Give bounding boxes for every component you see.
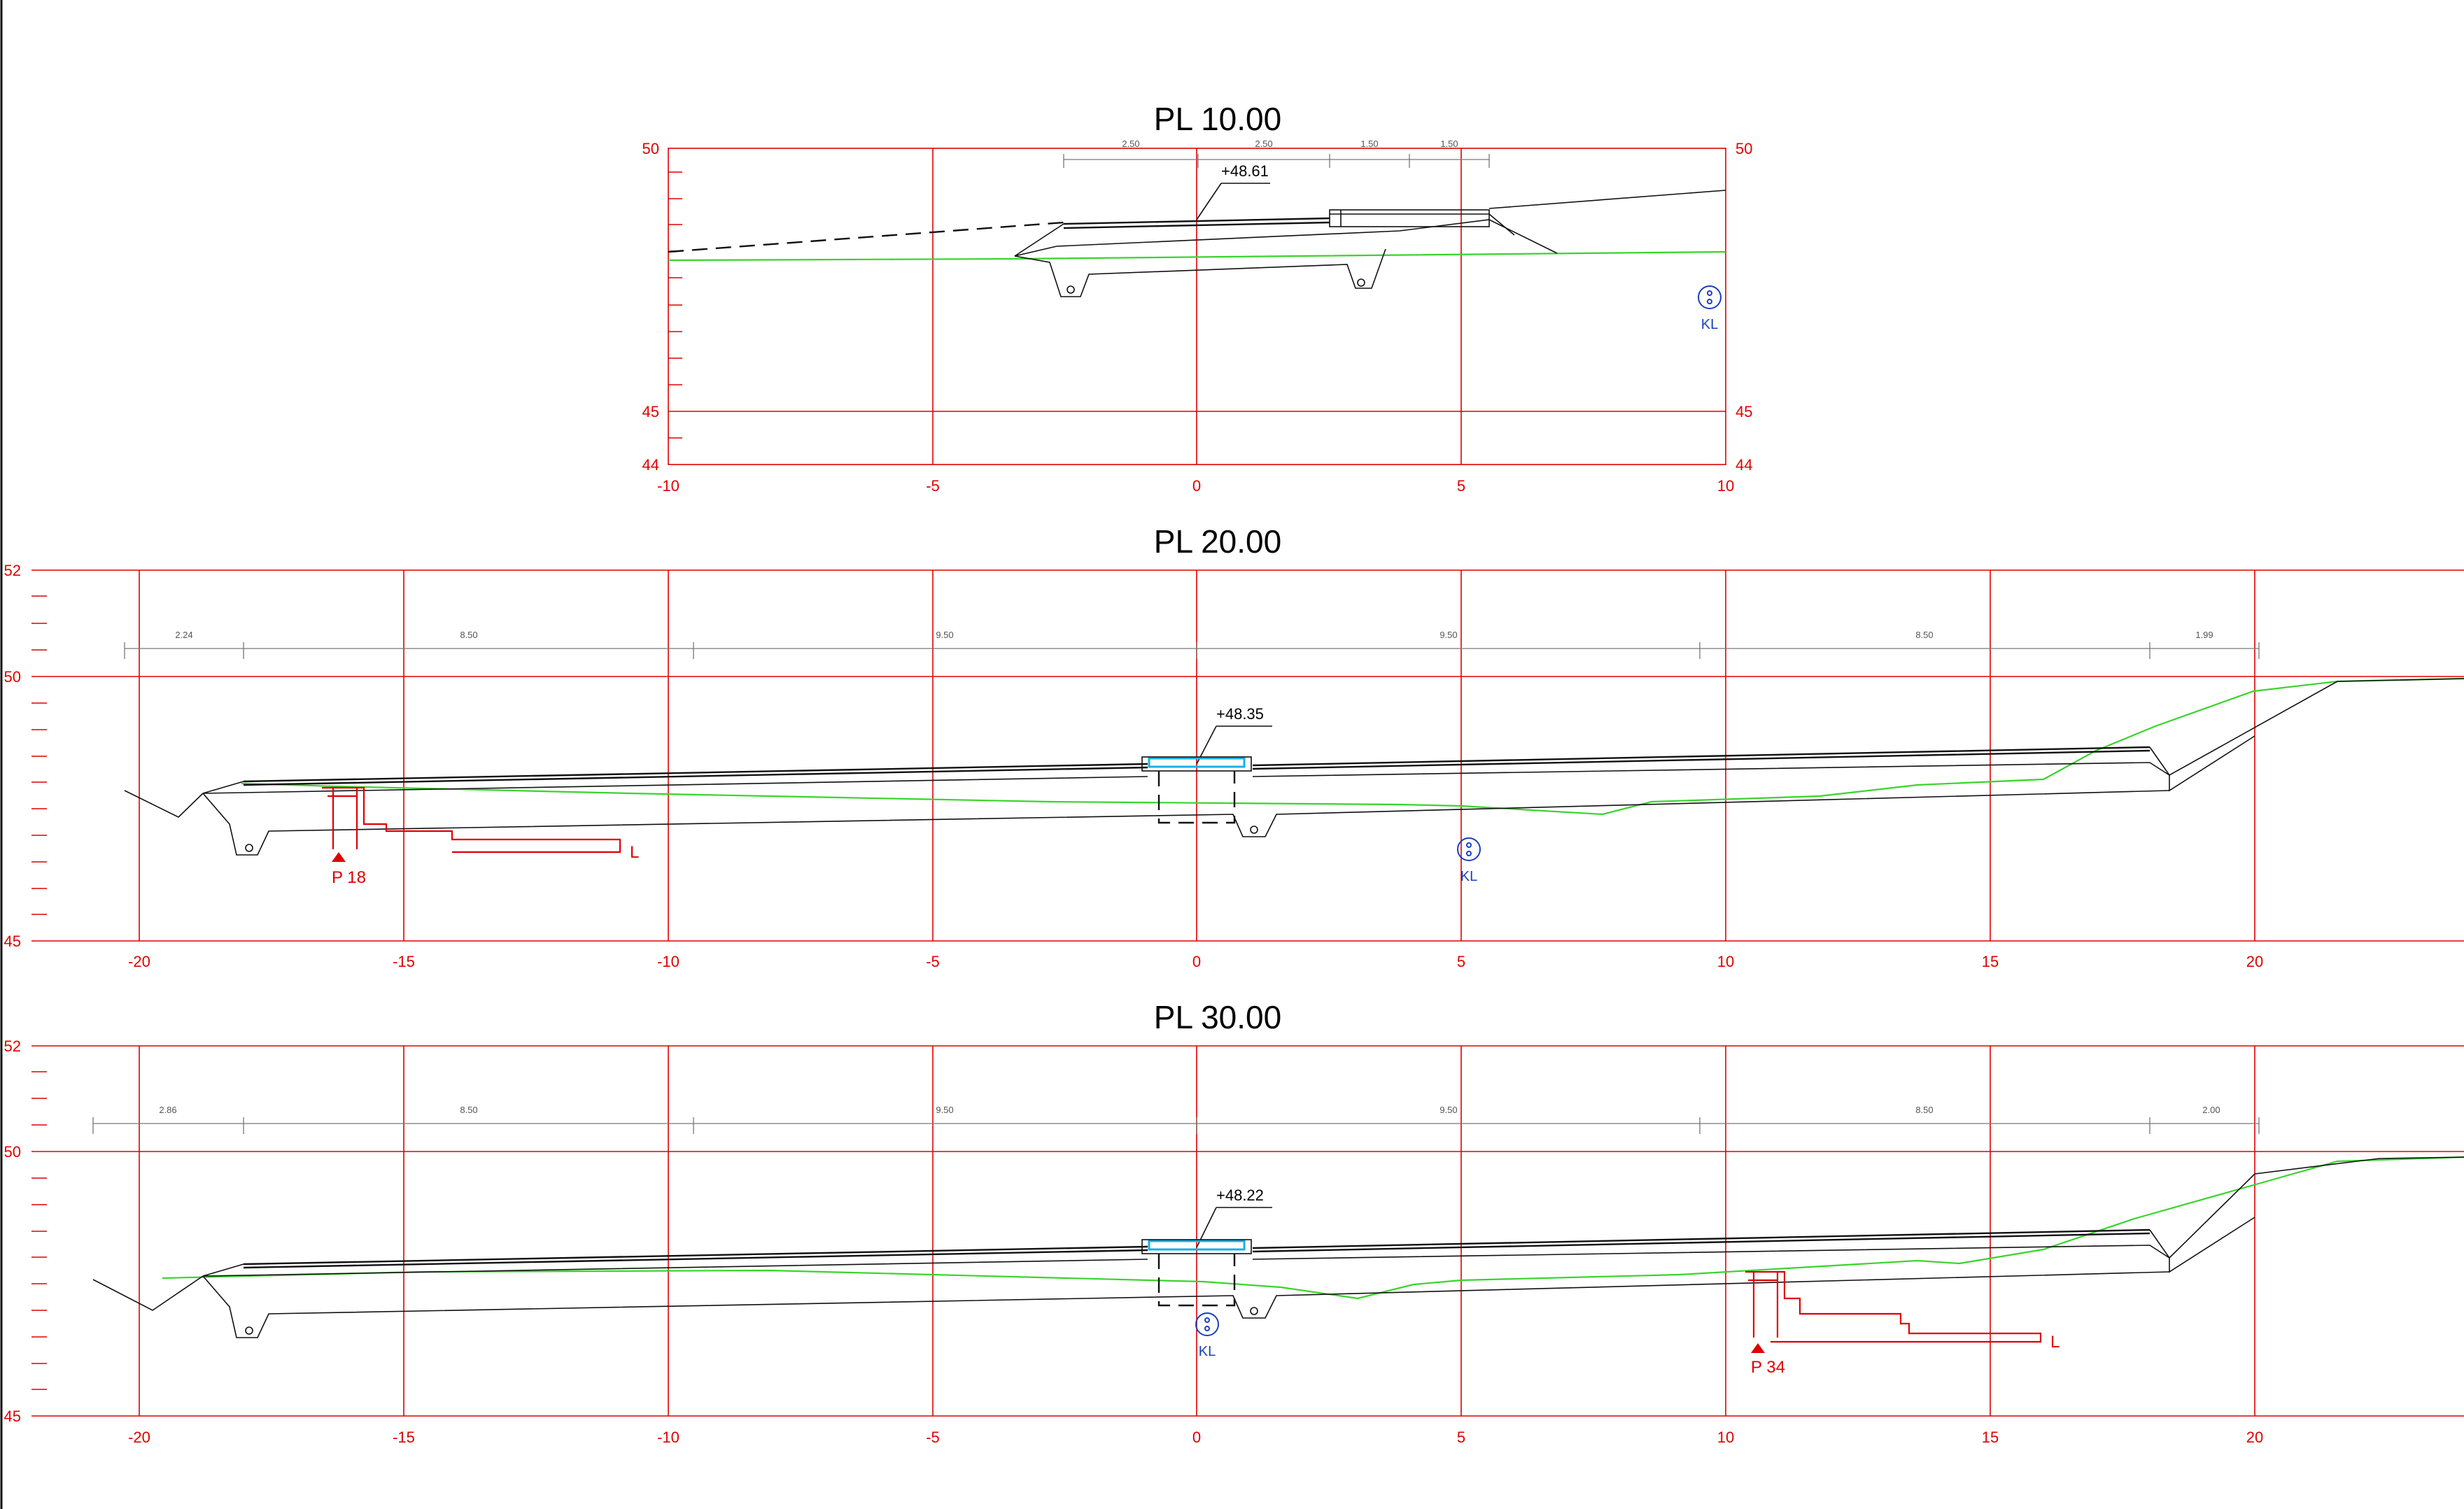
section-pl-20: PL 20.00 52 (4, 523, 2464, 970)
x-tick-label: 5 (1457, 477, 1465, 495)
dimension-label: 2.50 (1122, 139, 1139, 149)
center-structure (1141, 1239, 1252, 1307)
dimension-label: 2.24 (175, 630, 192, 640)
ground-line (162, 1156, 2464, 1300)
manhole-icon (1195, 1312, 1219, 1336)
y-tick-label: 45 (642, 403, 659, 420)
dimension-label: 1.50 (1440, 139, 1458, 149)
dimension-label: 8.50 (460, 630, 477, 640)
elevation-label: +48.22 (1216, 1186, 1264, 1204)
section-title: PL 20.00 (1154, 523, 1281, 560)
x-tick-label: 10 (1717, 1429, 1734, 1446)
x-tick-label: 20 (2246, 953, 2263, 970)
dimension-label: 9.50 (936, 1105, 953, 1115)
manhole-label: KL (1199, 1344, 1216, 1359)
drain-pipe (1745, 1270, 2042, 1353)
dimension-label: 8.50 (1915, 1105, 1933, 1115)
dimension-label: 9.50 (1439, 630, 1457, 640)
x-tick-label: 0 (1192, 1429, 1201, 1446)
x-tick-label: -20 (128, 953, 150, 970)
x-tick-label: -5 (926, 1429, 940, 1446)
road-section (124, 678, 2464, 856)
x-tick-label: 15 (1982, 953, 1999, 970)
section-pl-10: PL 10.00 50 45 44 50 45 44 -10 (642, 101, 1753, 495)
section-grid (668, 148, 1726, 465)
dimension-chain (1063, 154, 1490, 168)
dimension-label: 8.50 (1915, 630, 1933, 640)
dimension-label: 9.50 (936, 630, 953, 640)
x-tick-label: -15 (393, 953, 415, 970)
section-grid (31, 569, 2464, 942)
y-tick-label: 45 (1736, 403, 1752, 420)
x-tick-label: -10 (657, 953, 680, 970)
y-tick-label: 50 (4, 1143, 21, 1161)
manhole-label: KL (1701, 317, 1718, 332)
dimension-label: 2.00 (2202, 1105, 2220, 1115)
x-tick-label: -5 (926, 477, 940, 495)
elevation-label: +48.35 (1216, 705, 1264, 723)
section-pl-30: PL 30.00 52 (4, 999, 2464, 1446)
manhole-icon (1457, 837, 1481, 861)
x-tick-label: 10 (1717, 953, 1734, 970)
center-structure (1141, 756, 1252, 824)
dimension-label: 2.86 (159, 1105, 176, 1115)
x-tick-label: 0 (1192, 477, 1201, 495)
y-tick-label: 45 (4, 933, 21, 950)
dimension-chain (124, 642, 2260, 659)
manhole-icon (1698, 285, 1722, 309)
x-tick-label: -15 (393, 1429, 415, 1446)
drain-pipe (322, 786, 621, 862)
x-tick-label: -10 (657, 477, 680, 495)
dimension-chain (92, 1117, 2260, 1134)
dimension-label: 1.50 (1360, 139, 1378, 149)
section-title: PL 10.00 (1154, 101, 1281, 137)
x-tick-label: 20 (2246, 1429, 2263, 1446)
y-tick-label: 44 (642, 456, 659, 474)
elevation-leader (1196, 183, 1270, 220)
y-tick-label: 52 (4, 562, 21, 579)
elevation-label: +48.61 (1221, 162, 1269, 180)
pipe-label: P 18 (332, 868, 366, 887)
x-tick-label: 10 (1717, 477, 1734, 495)
ground-line (668, 250, 1726, 262)
road-section (92, 1156, 2464, 1338)
pipe-end-label: L (2050, 1333, 2060, 1352)
pipe-label: P 34 (1751, 1358, 1785, 1377)
y-tick-label: 52 (4, 1037, 21, 1055)
x-tick-label: -20 (128, 1429, 150, 1446)
existing-terrain (1488, 190, 1726, 209)
x-tick-label: -5 (926, 953, 940, 970)
existing-terrain-dashed (668, 221, 1064, 253)
dimension-label: 1.99 (2195, 630, 2213, 640)
x-tick-label: 0 (1192, 953, 1201, 970)
y-tick-label: 50 (4, 668, 21, 686)
ground-line (241, 677, 2464, 816)
pipe-end-label: L (630, 843, 639, 862)
y-tick-label: 45 (4, 1408, 21, 1425)
dimension-label: 2.50 (1255, 139, 1272, 149)
dimension-label: 9.50 (1439, 1105, 1457, 1115)
section-title: PL 30.00 (1154, 999, 1281, 1035)
road-section (1014, 209, 1558, 297)
x-tick-label: 5 (1457, 953, 1465, 970)
y-tick-label: 50 (642, 140, 659, 157)
manhole-label: KL (1460, 869, 1477, 884)
y-tick-label: 44 (1736, 456, 1752, 474)
section-grid (31, 1045, 2464, 1417)
x-tick-label: 5 (1457, 1429, 1465, 1446)
x-tick-label: 15 (1982, 1429, 1999, 1446)
x-tick-label: -10 (657, 1429, 680, 1446)
dimension-label: 8.50 (460, 1105, 477, 1115)
y-tick-label: 50 (1736, 140, 1752, 157)
